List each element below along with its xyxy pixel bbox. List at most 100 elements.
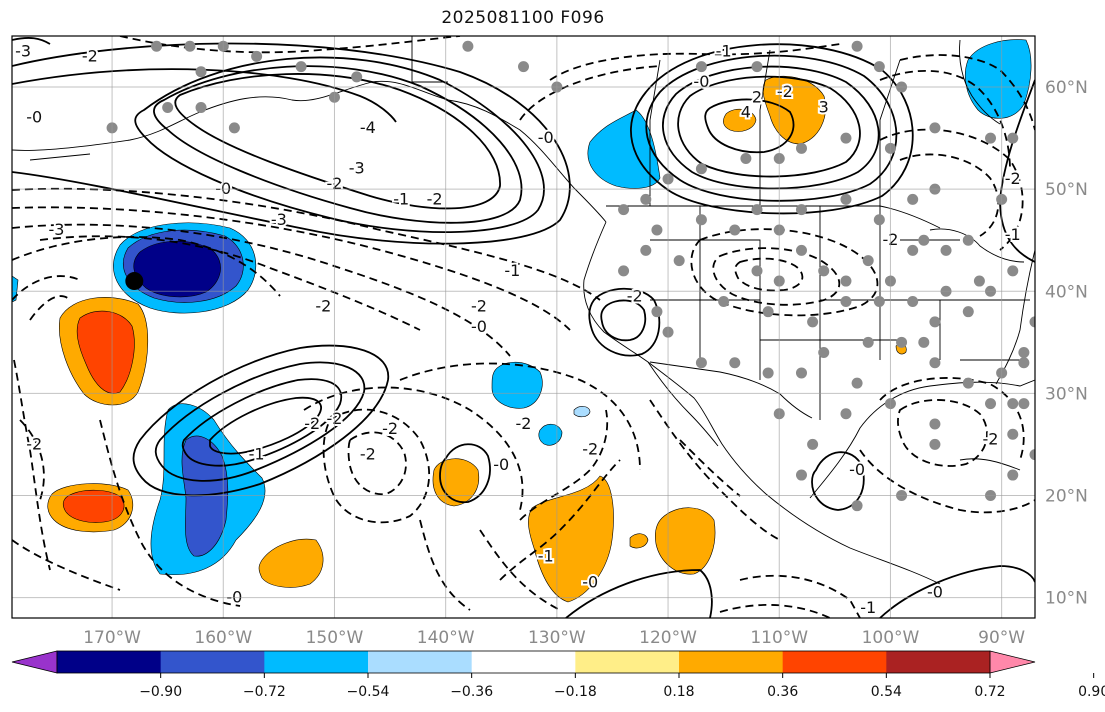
dashed-central-7 <box>479 529 561 611</box>
station-point <box>162 101 174 113</box>
dashed-east-2 <box>899 153 1000 237</box>
dashed-east-3 <box>897 399 988 467</box>
station-point <box>840 132 852 144</box>
dashed-north-pacific-3 <box>12 223 511 357</box>
station-point <box>929 438 941 450</box>
dashed-west-2 <box>13 359 51 571</box>
colorbar-tick-label: 0.18 <box>663 684 694 700</box>
negative-anomaly-hudson <box>965 39 1032 119</box>
contour-label: -2 <box>82 46 98 65</box>
lon-tick-label: 110°W <box>750 628 808 648</box>
contour-canada-high-1 <box>677 75 861 178</box>
colorbar-swatch <box>57 651 162 673</box>
station-point <box>1007 469 1019 481</box>
station-point <box>640 244 652 256</box>
dashed-us-2 <box>712 247 841 306</box>
dashed-far-west-2 <box>12 539 121 591</box>
station-point <box>1018 398 1030 410</box>
station-point <box>651 224 663 236</box>
station-point <box>228 122 240 134</box>
baja-california <box>647 361 719 447</box>
contour-label: -2 <box>516 414 532 433</box>
colorbar-tick-label: −0.54 <box>347 684 390 700</box>
contour-label: -2 <box>1005 169 1021 188</box>
lat-tick-label: 50°N <box>1045 180 1088 200</box>
station-point <box>973 275 985 287</box>
contour-california-ridge-1 <box>588 287 661 357</box>
contour-label: -0 <box>693 72 709 91</box>
colorbar-swatch <box>368 651 473 673</box>
station-point <box>1007 132 1019 144</box>
latitude-labels: 60°N 50°N 40°N 30°N 20°N 10°N <box>1045 78 1088 609</box>
contour-central-pacific-high-1 <box>132 344 389 497</box>
station-point <box>862 255 874 267</box>
gridlines <box>12 36 1035 618</box>
dashed-far-west-1 <box>19 419 45 501</box>
lat-tick-label: 20°N <box>1045 486 1088 506</box>
station-point <box>762 367 774 379</box>
dashed-east-1 <box>879 128 1024 251</box>
station-point <box>195 66 207 78</box>
contour-label: -4 <box>360 118 376 137</box>
contour-gulf-alaska-low-3 <box>134 56 545 234</box>
negative-anomaly-north-pacific-core <box>133 240 221 298</box>
station-point <box>651 306 663 318</box>
colorbar-swatch <box>782 651 887 673</box>
contour-label: -0 <box>849 460 865 479</box>
lat-tick-label: 60°N <box>1045 78 1088 98</box>
contour-labels: -3-2-0-4-3-2-0-1-2-3-3-1-2-2-0-024-23-0-… <box>13 39 1023 618</box>
hudson-bay <box>959 39 1001 125</box>
station-point <box>851 500 863 512</box>
station-point <box>940 244 952 256</box>
dashed-subtropical-1 <box>519 409 609 521</box>
canada-province-line-3 <box>879 59 901 206</box>
contour-label: -1 <box>393 189 409 208</box>
station-point <box>840 295 852 307</box>
contour-label: -2 <box>382 419 398 438</box>
contour-southeast <box>879 565 1035 618</box>
station-point <box>985 132 997 144</box>
contour-label: -1 <box>1005 225 1021 244</box>
station-point <box>907 193 919 205</box>
colorbar-labels: −0.90 −0.72 −0.54 −0.36 −0.18 0.18 0.36 0.54 0.7… <box>139 673 1105 700</box>
contour-label: -2 <box>582 440 598 459</box>
shaded-anomalies <box>12 39 1032 603</box>
station-point <box>1007 265 1019 277</box>
station-point <box>618 265 630 277</box>
station-point <box>929 418 941 430</box>
contour-label: 2 <box>752 87 762 106</box>
dashed-central-4 <box>303 386 524 511</box>
contour-label: -0 <box>471 317 487 336</box>
lat-tick-label: 30°N <box>1045 384 1088 404</box>
station-point <box>818 265 830 277</box>
positive-anomaly-east-pacific-2 <box>528 475 614 603</box>
station-point <box>751 204 763 216</box>
contour-label: -2 <box>360 445 376 464</box>
station-point <box>640 193 652 205</box>
dashed-east-4 <box>879 377 1025 461</box>
lat-tick-label: 10°N <box>1045 589 1088 609</box>
station-point <box>840 408 852 420</box>
station-point <box>184 40 196 52</box>
dashed-north-pacific-4 <box>39 235 421 331</box>
lat-tick-label: 40°N <box>1045 282 1088 302</box>
colorbar-tick-label: −0.36 <box>450 684 493 700</box>
station-point <box>729 357 741 369</box>
us-mexico-border <box>649 361 813 419</box>
contour-label: -1 <box>249 445 265 464</box>
station-point <box>907 295 919 307</box>
station-point <box>729 224 741 236</box>
station-point <box>1018 347 1030 359</box>
contour-label: -3 <box>49 220 65 239</box>
contour-west-edge <box>12 37 51 45</box>
station-point <box>807 316 819 328</box>
station-point <box>718 295 730 307</box>
station-point <box>740 153 752 165</box>
colorbar-tick-label: 0.90 <box>1078 684 1105 700</box>
contour-label: 4 <box>741 103 751 122</box>
colorbar-swatch <box>471 651 576 673</box>
contour-label: -3 <box>15 41 31 60</box>
colorbar-tick-label: 0.36 <box>767 684 798 700</box>
alaska-coast <box>12 80 607 223</box>
